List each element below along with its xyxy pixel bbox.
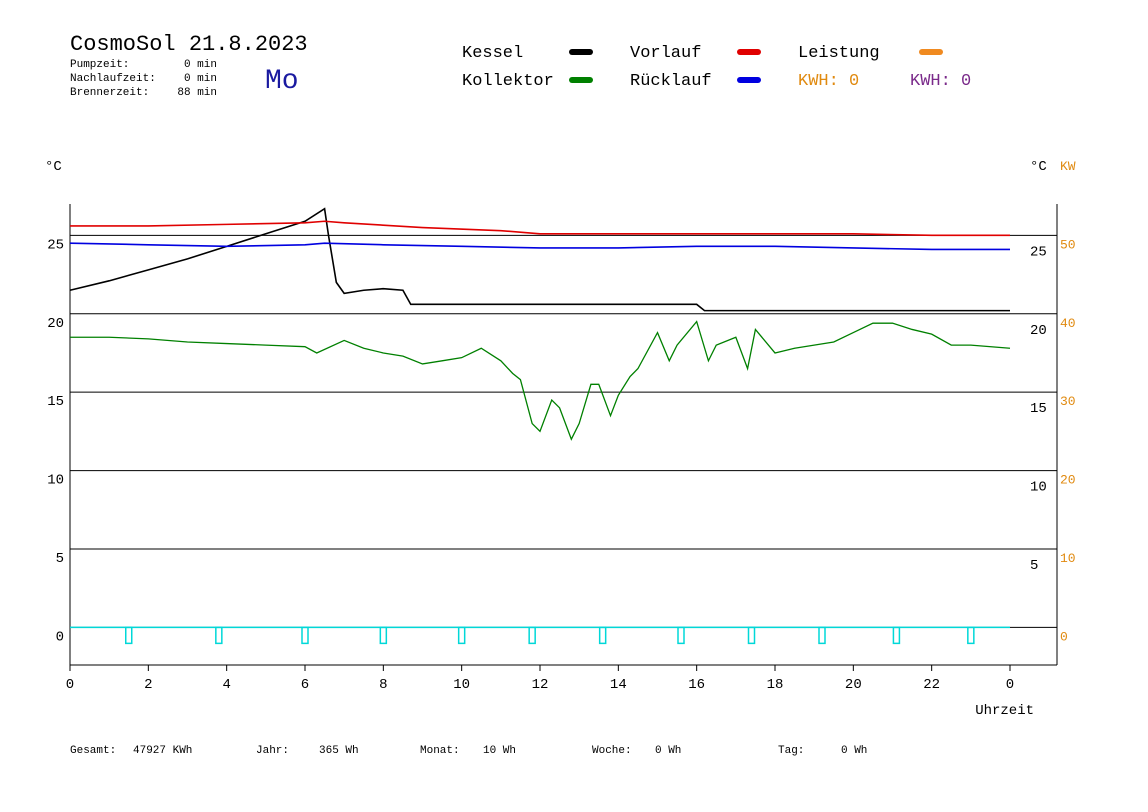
y-axis-label-right: °C	[1030, 159, 1047, 175]
y2-tick-label: 40	[1060, 316, 1076, 331]
legend-kwh: KWH: 0	[910, 72, 971, 91]
stat-value: 0 min	[184, 73, 217, 85]
x-tick-label: 18	[767, 677, 784, 693]
legend-label: Rücklauf	[630, 72, 712, 91]
series-line	[69, 207, 1010, 312]
pump-marker	[818, 626, 826, 645]
footer-label: Jahr:	[256, 745, 289, 757]
y2-tick-label: 50	[1060, 237, 1076, 252]
x-tick-label: 0	[1006, 677, 1014, 693]
pump-marker	[677, 626, 685, 645]
pump-marker	[301, 626, 309, 645]
x-tick-label: 22	[923, 677, 940, 693]
x-tick-label: 0	[66, 677, 74, 693]
x-tick-label: 8	[379, 677, 387, 693]
y-tick-label-right: 5	[1030, 558, 1038, 574]
stat-label: Nachlaufzeit:	[70, 73, 156, 85]
pump-marker	[892, 626, 901, 645]
legend-label: Leistung	[798, 44, 880, 63]
y-tick-label-right: 15	[1030, 401, 1047, 417]
y2-tick-label: 20	[1060, 473, 1076, 488]
footer-label: Woche:	[592, 745, 632, 757]
x-tick-label: 6	[301, 677, 309, 693]
x-tick-label: 14	[610, 677, 627, 693]
y2-tick-label: 10	[1060, 551, 1076, 566]
legend-label: Vorlauf	[630, 44, 701, 63]
y-axis-label: °C	[45, 159, 62, 175]
footer-value: 0 Wh	[841, 745, 867, 757]
pump-marker	[528, 626, 536, 645]
x-tick-label: 4	[222, 677, 230, 693]
footer-label: Monat:	[420, 745, 460, 757]
pump-marker	[379, 626, 388, 645]
x-tick-label: 2	[144, 677, 152, 693]
y2-tick-label: 30	[1060, 394, 1076, 409]
y-tick-label: 15	[47, 394, 64, 410]
stat-label: Pumpzeit:	[70, 59, 129, 71]
legend-label: Kollektor	[462, 72, 554, 91]
legend-kwh: KWH: 0	[798, 72, 859, 91]
y-tick-label: 5	[56, 551, 64, 567]
footer-value: 10 Wh	[483, 745, 516, 757]
y-tick-label: 20	[47, 316, 64, 332]
chart-title: CosmoSol 21.8.2023	[70, 32, 308, 57]
y-tick-label-right: 10	[1030, 480, 1047, 496]
footer-value: 0 Wh	[655, 745, 681, 757]
x-tick-label: 10	[453, 677, 470, 693]
y-tick-label-right: 20	[1030, 323, 1047, 339]
y-tick-label: 25	[47, 237, 64, 253]
stat-value: 88 min	[177, 87, 217, 99]
series-line	[70, 320, 1011, 441]
pump-marker	[967, 626, 975, 645]
y-tick-label: 0	[56, 629, 64, 645]
pump-marker	[125, 626, 133, 645]
stat-value: 0 min	[184, 59, 217, 71]
y-tick-label: 10	[47, 473, 64, 489]
y2-tick-label: 0	[1060, 629, 1068, 644]
series-line	[70, 220, 1010, 237]
y2-axis-label: KW	[1060, 159, 1076, 174]
pump-marker	[747, 626, 756, 645]
day: Mo	[265, 66, 299, 97]
pump-marker	[598, 626, 607, 645]
pump-marker	[457, 626, 466, 645]
x-tick-label: 16	[688, 677, 705, 693]
legend-label: Kessel	[462, 44, 523, 63]
series-line	[69, 242, 1010, 251]
footer-label: Tag:	[778, 745, 804, 757]
footer-value: 365 Wh	[319, 745, 359, 757]
x-tick-label: 12	[532, 677, 549, 693]
stat-label: Brennerzeit:	[70, 87, 149, 99]
pump-marker	[215, 626, 223, 645]
x-axis-label: Uhrzeit	[975, 703, 1034, 719]
footer-value: 47927 KWh	[133, 745, 192, 757]
y-tick-label-right: 25	[1030, 244, 1047, 260]
x-tick-label: 20	[845, 677, 862, 693]
footer-label: Gesamt:	[70, 745, 116, 757]
